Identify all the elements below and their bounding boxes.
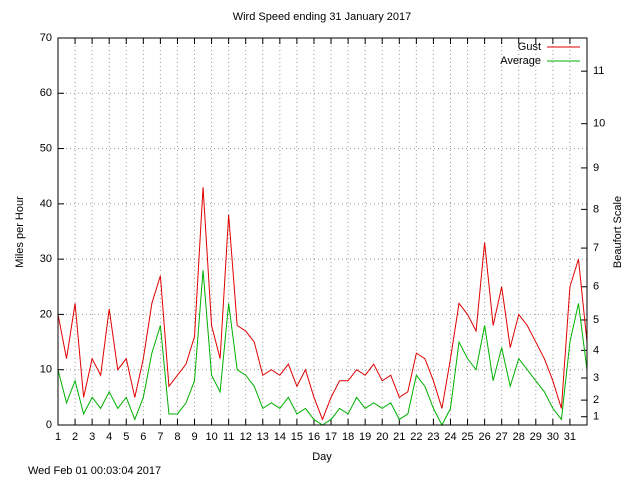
y-tick-label: 0 xyxy=(46,419,52,431)
x-tick-label: 25 xyxy=(461,431,473,443)
x-tick-label: 22 xyxy=(410,431,422,443)
x-tick-label: 14 xyxy=(274,431,286,443)
x-tick-label: 30 xyxy=(547,431,559,443)
y2-tick-label: 7 xyxy=(593,242,599,254)
y2-tick-label: 11 xyxy=(593,65,604,77)
y-tick-label: 30 xyxy=(40,253,52,265)
y2-tick-label: 4 xyxy=(593,344,599,356)
x-tick-label: 11 xyxy=(223,431,234,443)
x-tick-label: 5 xyxy=(123,431,129,443)
x-tick-label: 29 xyxy=(530,431,542,443)
x-tick-label: 19 xyxy=(359,431,371,443)
y-tick-label: 70 xyxy=(40,32,52,44)
y-tick-label: 40 xyxy=(40,198,52,210)
x-tick-label: 3 xyxy=(89,431,95,443)
x-tick-label: 8 xyxy=(174,431,180,443)
x-tick-label: 7 xyxy=(157,431,163,443)
chart-title: Wird Speed ending 31 January 2017 xyxy=(233,11,412,23)
legend-label: Average xyxy=(500,55,541,67)
x-tick-label: 27 xyxy=(496,431,508,443)
y2-tick-label: 10 xyxy=(593,118,605,130)
footer-timestamp: Wed Feb 01 00:03:04 2017 xyxy=(28,465,161,477)
x-tick-label: 15 xyxy=(291,431,303,443)
series-line xyxy=(57,270,588,427)
x-tick-label: 16 xyxy=(308,431,320,443)
y2-tick-label: 3 xyxy=(593,372,599,384)
x-tick-label: 6 xyxy=(140,431,146,443)
x-tick-label: 9 xyxy=(191,431,197,443)
x-tick-label: 17 xyxy=(325,431,337,443)
y2-axis-label: Beaufort Scale xyxy=(612,196,624,268)
x-tick-label: 28 xyxy=(513,431,525,443)
y2-tick-label: 6 xyxy=(593,281,599,293)
x-tick-label: 26 xyxy=(478,431,490,443)
series-line xyxy=(57,187,588,421)
x-tick-label: 21 xyxy=(393,431,405,443)
y-tick-label: 20 xyxy=(40,308,52,320)
x-axis-label: Day xyxy=(312,451,332,463)
y2-tick-label: 1 xyxy=(593,411,599,423)
y-tick-label: 10 xyxy=(40,364,52,376)
x-tick-label: 4 xyxy=(106,431,112,443)
x-tick-label: 18 xyxy=(342,431,354,443)
legend-label: Gust xyxy=(518,41,541,53)
plot-frame xyxy=(57,37,588,426)
y-axis-label: Miles per Hour xyxy=(14,196,26,268)
x-tick-label: 31 xyxy=(564,431,576,443)
x-tick-label: 12 xyxy=(240,431,252,443)
x-tick-label: 13 xyxy=(257,431,269,443)
y2-tick-label: 9 xyxy=(593,162,599,174)
x-tick-label: 23 xyxy=(427,431,439,443)
x-tick-label: 2 xyxy=(72,431,78,443)
y2-tick-label: 8 xyxy=(593,203,599,215)
x-tick-label: 1 xyxy=(55,431,61,443)
x-tick-label: 24 xyxy=(444,431,456,443)
y2-tick-label: 5 xyxy=(593,314,599,326)
y-tick-label: 60 xyxy=(40,87,52,99)
y2-tick-label: 2 xyxy=(593,394,599,406)
x-tick-label: 10 xyxy=(205,431,217,443)
x-tick-label: 20 xyxy=(376,431,388,443)
y-tick-label: 50 xyxy=(40,142,52,154)
